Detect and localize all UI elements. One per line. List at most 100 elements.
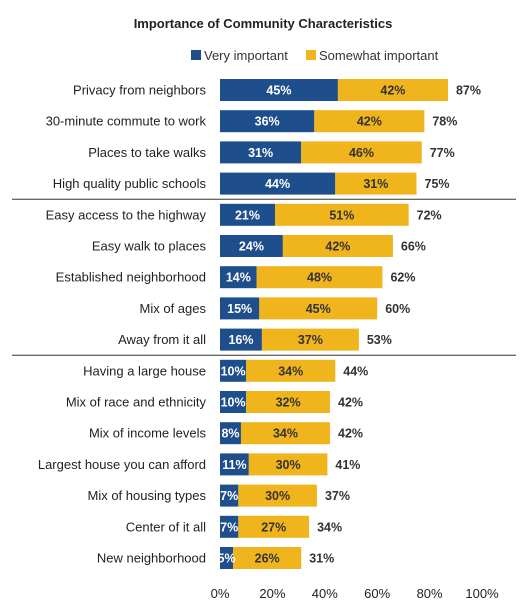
- bar-very-important: [220, 359, 247, 382]
- value-label-somewhat-important: 42%: [325, 240, 350, 254]
- bar-very-important: [220, 79, 338, 101]
- value-label-very-important: 7%: [220, 520, 238, 534]
- value-label-very-important: 24%: [239, 240, 264, 254]
- x-tick-label: 60%: [364, 586, 390, 601]
- value-label-somewhat-important: 30%: [276, 458, 301, 472]
- bar-very-important: [220, 422, 241, 445]
- value-label-somewhat-important: 37%: [298, 333, 323, 347]
- total-label: 31%: [309, 552, 334, 566]
- total-label: 62%: [390, 271, 415, 285]
- value-label-very-important: 21%: [235, 208, 260, 222]
- bar-row: Away from it all 16% 37% 53%: [118, 328, 392, 351]
- category-label: New neighborhood: [97, 551, 206, 566]
- x-tick-label: 100%: [465, 586, 499, 601]
- bar-somewhat-important: [238, 484, 317, 507]
- legend-swatch-very-important: [191, 50, 201, 60]
- value-label-somewhat-important: 26%: [255, 552, 280, 566]
- category-label: Mix of race and ethnicity: [66, 395, 207, 410]
- bar-somewhat-important: [238, 515, 310, 538]
- bar-row: Mix of income levels 8% 34% 42%: [89, 422, 363, 445]
- bar-row: Center of it all 7% 27% 34%: [126, 515, 342, 538]
- total-label: 34%: [317, 520, 342, 534]
- bar-very-important: [220, 266, 257, 289]
- bar-somewhat-important: [240, 422, 331, 445]
- bar-row: 30-minute commute to work 36% 42% 78%: [46, 110, 457, 133]
- bar-very-important: [220, 203, 276, 226]
- x-tick-label: 40%: [312, 586, 338, 601]
- category-label: Privacy from neighbors: [73, 83, 206, 98]
- bar-very-important: [220, 110, 315, 133]
- bar-somewhat-important: [335, 172, 417, 195]
- total-label: 41%: [335, 458, 360, 472]
- category-label: Center of it all: [126, 519, 206, 534]
- bar-row: Privacy from neighbors 45% 42% 87%: [73, 79, 481, 101]
- group-dividers: [12, 198, 516, 356]
- value-label-very-important: 31%: [248, 146, 273, 160]
- value-label-very-important: 8%: [221, 427, 239, 441]
- value-label-somewhat-important: 34%: [278, 364, 303, 378]
- legend-swatch-somewhat-important: [306, 50, 316, 60]
- bar-very-important: [220, 547, 234, 569]
- value-label-very-important: 44%: [265, 177, 290, 191]
- bar-somewhat-important: [275, 203, 409, 226]
- value-label-somewhat-important: 45%: [306, 302, 331, 316]
- category-label: Easy walk to places: [92, 239, 207, 254]
- bar-very-important: [220, 515, 239, 538]
- x-tick-label: 20%: [259, 586, 285, 601]
- category-label: Mix of ages: [140, 301, 207, 316]
- bar-somewhat-important: [261, 328, 359, 351]
- total-label: 72%: [417, 208, 442, 222]
- value-label-somewhat-important: 42%: [380, 84, 405, 98]
- total-label: 44%: [343, 364, 368, 378]
- bar-very-important: [220, 141, 302, 164]
- legend-label-very-important: Very important: [204, 48, 288, 63]
- bar-very-important: [220, 235, 283, 257]
- bar-somewhat-important: [246, 391, 331, 413]
- bar-row: Easy access to the highway 21% 51% 72%: [46, 203, 442, 226]
- total-label: 75%: [425, 177, 450, 191]
- x-tick-label: 0%: [211, 586, 230, 601]
- bar-row: High quality public schools 44% 31% 75%: [53, 172, 450, 195]
- category-label: Mix of income levels: [89, 426, 207, 441]
- total-label: 60%: [385, 302, 410, 316]
- bar-row: Mix of housing types 7% 30% 37%: [87, 484, 350, 507]
- bar-very-important: [220, 328, 262, 351]
- category-label: Largest house you can afford: [38, 457, 206, 472]
- bar-very-important: [220, 172, 336, 195]
- category-label: 30-minute commute to work: [46, 114, 207, 129]
- bar-somewhat-important: [233, 547, 302, 569]
- category-label: Having a large house: [83, 363, 206, 378]
- value-label-very-important: 14%: [226, 271, 251, 285]
- bar-row: Easy walk to places 24% 42% 66%: [92, 235, 426, 257]
- x-tick-label: 80%: [417, 586, 443, 601]
- total-label: 42%: [338, 396, 363, 410]
- category-label: Mix of housing types: [87, 488, 206, 503]
- value-label-somewhat-important: 42%: [357, 115, 382, 129]
- bar-row: Having a large house 10% 34% 44%: [83, 359, 368, 382]
- bar-row: Places to take walks 31% 46% 77%: [88, 141, 455, 164]
- bar-row: Mix of ages 15% 45% 60%: [140, 297, 410, 320]
- bar-very-important: [220, 391, 247, 413]
- value-label-very-important: 10%: [221, 396, 246, 410]
- value-label-very-important: 11%: [222, 458, 246, 472]
- total-label: 42%: [338, 427, 363, 441]
- value-label-very-important: 5%: [218, 552, 236, 566]
- bar-somewhat-important: [282, 235, 393, 257]
- chart-title: Importance of Community Characteristics: [134, 16, 393, 31]
- bar-somewhat-important: [337, 79, 448, 101]
- total-label: 37%: [325, 489, 350, 503]
- value-label-somewhat-important: 46%: [349, 146, 374, 160]
- total-label: 66%: [401, 240, 426, 254]
- value-label-somewhat-important: 27%: [261, 520, 286, 534]
- bar-somewhat-important: [301, 141, 422, 164]
- legend-label-somewhat-important: Somewhat important: [319, 48, 439, 63]
- bar-somewhat-important: [314, 110, 425, 133]
- category-label: High quality public schools: [53, 176, 207, 191]
- value-label-very-important: 10%: [221, 364, 246, 378]
- bar-row: New neighborhood 5% 26% 31%: [97, 547, 334, 569]
- legend: Very important Somewhat important: [191, 48, 439, 63]
- value-label-very-important: 16%: [228, 333, 253, 347]
- bar-very-important: [220, 484, 239, 507]
- bar-somewhat-important: [246, 359, 336, 382]
- total-label: 53%: [367, 333, 392, 347]
